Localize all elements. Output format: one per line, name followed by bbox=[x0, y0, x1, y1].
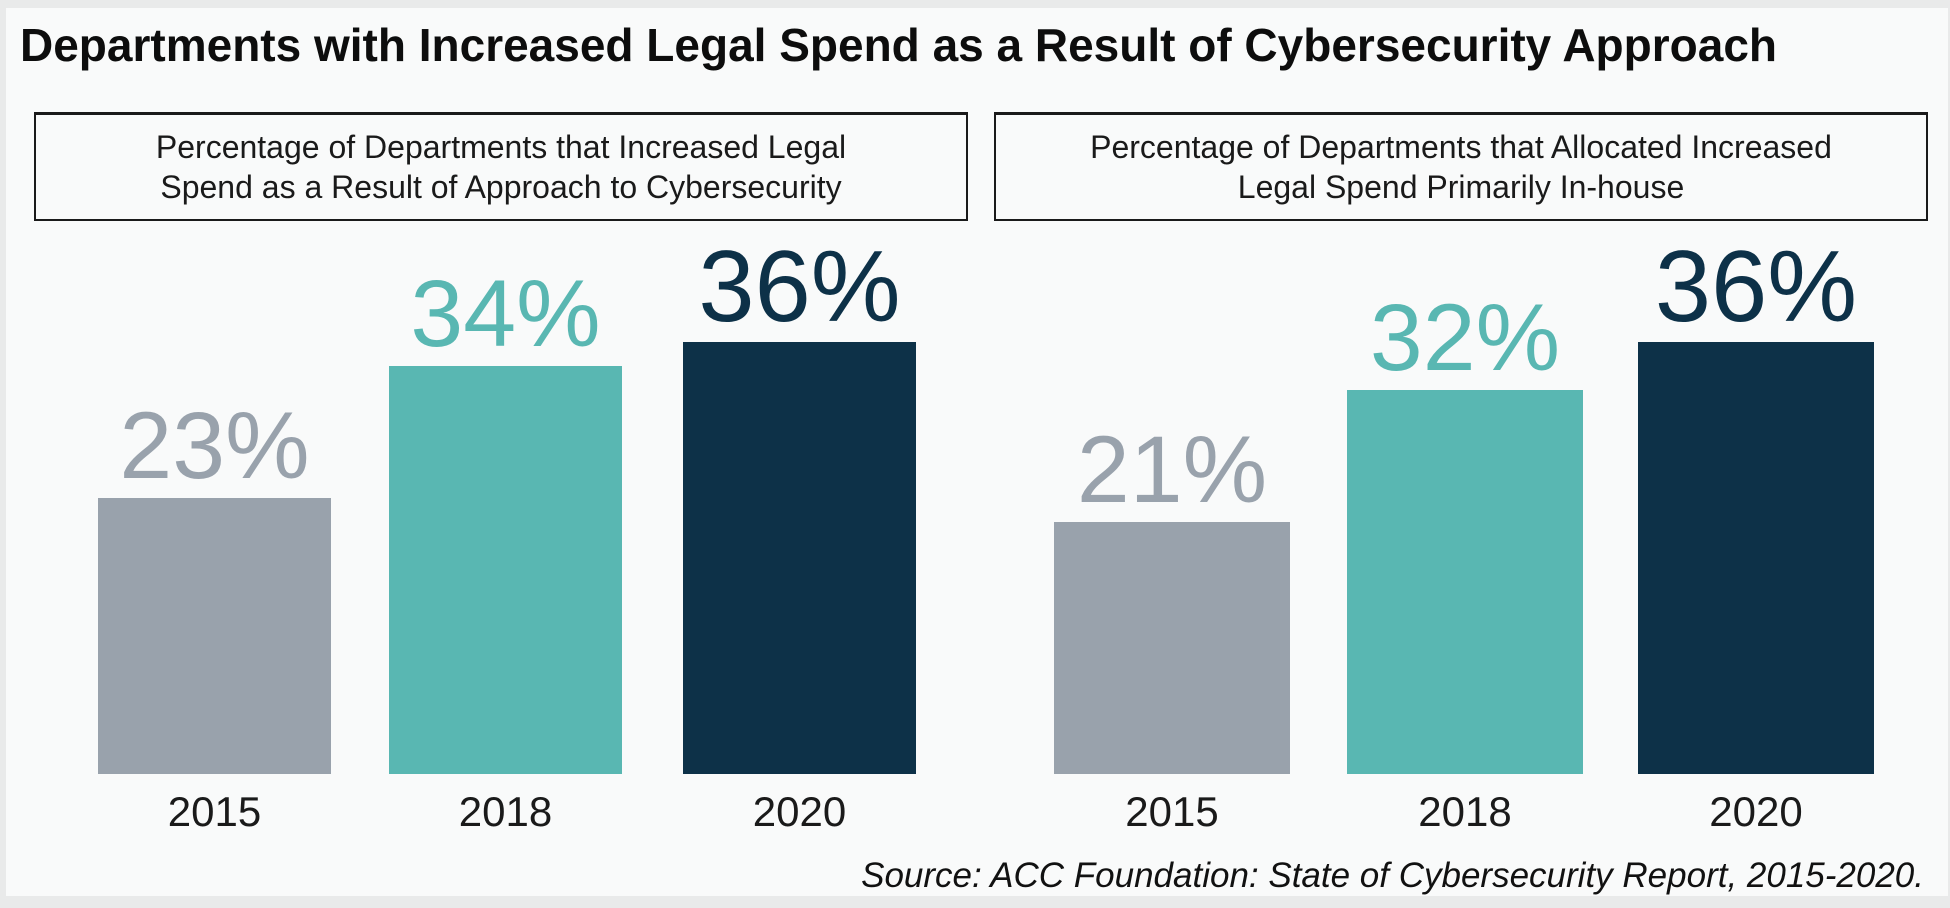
bar-2020-panel2 bbox=[1638, 342, 1874, 774]
bar-2020-panel1 bbox=[683, 342, 916, 774]
x-tick-2015-panel1: 2015 bbox=[168, 788, 261, 836]
value-label-2015-panel1: 23% bbox=[119, 399, 309, 494]
x-tick-2020-panel2: 2020 bbox=[1709, 788, 1802, 836]
source-note: Source: ACC Foundation: State of Cyberse… bbox=[861, 856, 1924, 896]
bar-2018-panel2 bbox=[1347, 390, 1583, 774]
x-tick-2015-panel2: 2015 bbox=[1125, 788, 1218, 836]
value-label-2018-panel1: 34% bbox=[410, 267, 600, 362]
x-tick-2018-panel2: 2018 bbox=[1418, 788, 1511, 836]
plot-stage: 23% 2015 34% 2018 36% 2020 21% 2015 32% 2018 36% 20… bbox=[6, 8, 1950, 908]
value-label-2018-panel2: 32% bbox=[1370, 291, 1560, 386]
bar-2015-panel2 bbox=[1054, 522, 1290, 774]
chart-canvas: Departments with Increased Legal Spend a… bbox=[6, 8, 1948, 896]
value-label-2020-panel1: 36% bbox=[698, 237, 900, 338]
x-tick-2020-panel1: 2020 bbox=[753, 788, 846, 836]
bar-2018-panel1 bbox=[389, 366, 622, 774]
value-label-2015-panel2: 21% bbox=[1077, 423, 1267, 518]
bar-2015-panel1 bbox=[98, 498, 331, 774]
value-label-2020-panel2: 36% bbox=[1655, 237, 1857, 338]
x-tick-2018-panel1: 2018 bbox=[459, 788, 552, 836]
